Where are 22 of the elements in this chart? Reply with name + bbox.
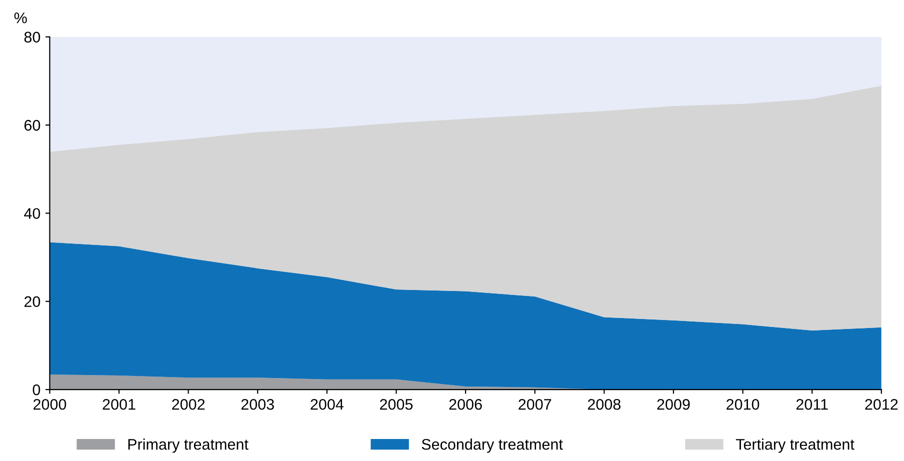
x-tick-label: 2002 xyxy=(172,398,205,410)
x-tick-label: 2000 xyxy=(33,398,66,410)
legend-label: Primary treatment xyxy=(128,438,248,453)
legend-label: Tertiary treatment xyxy=(736,438,854,453)
y-tick-label: 80 xyxy=(24,32,40,43)
y-tick-label: 20 xyxy=(24,296,40,308)
x-tick-label: 2009 xyxy=(657,398,690,410)
x-tick-label: 2001 xyxy=(102,398,136,410)
x-tick-label: 2010 xyxy=(726,398,760,410)
x-tick-label: 2008 xyxy=(588,398,621,410)
x-tick-label: 2003 xyxy=(241,398,274,410)
x-tick-label: 2007 xyxy=(518,398,552,410)
y-tick-label: 40 xyxy=(24,208,40,219)
x-tick-label: 2004 xyxy=(310,398,344,410)
x-tick-label: 2012 xyxy=(865,398,898,410)
x-tick-label: 2011 xyxy=(796,398,828,410)
y-axis-title: % xyxy=(14,12,27,24)
y-tick-label: 0 xyxy=(32,384,40,396)
x-tick-label: 2005 xyxy=(380,398,413,410)
y-tick-label: 60 xyxy=(24,120,40,131)
x-tick-label: 2006 xyxy=(449,398,482,410)
legend-label: Secondary treatment xyxy=(422,438,563,453)
